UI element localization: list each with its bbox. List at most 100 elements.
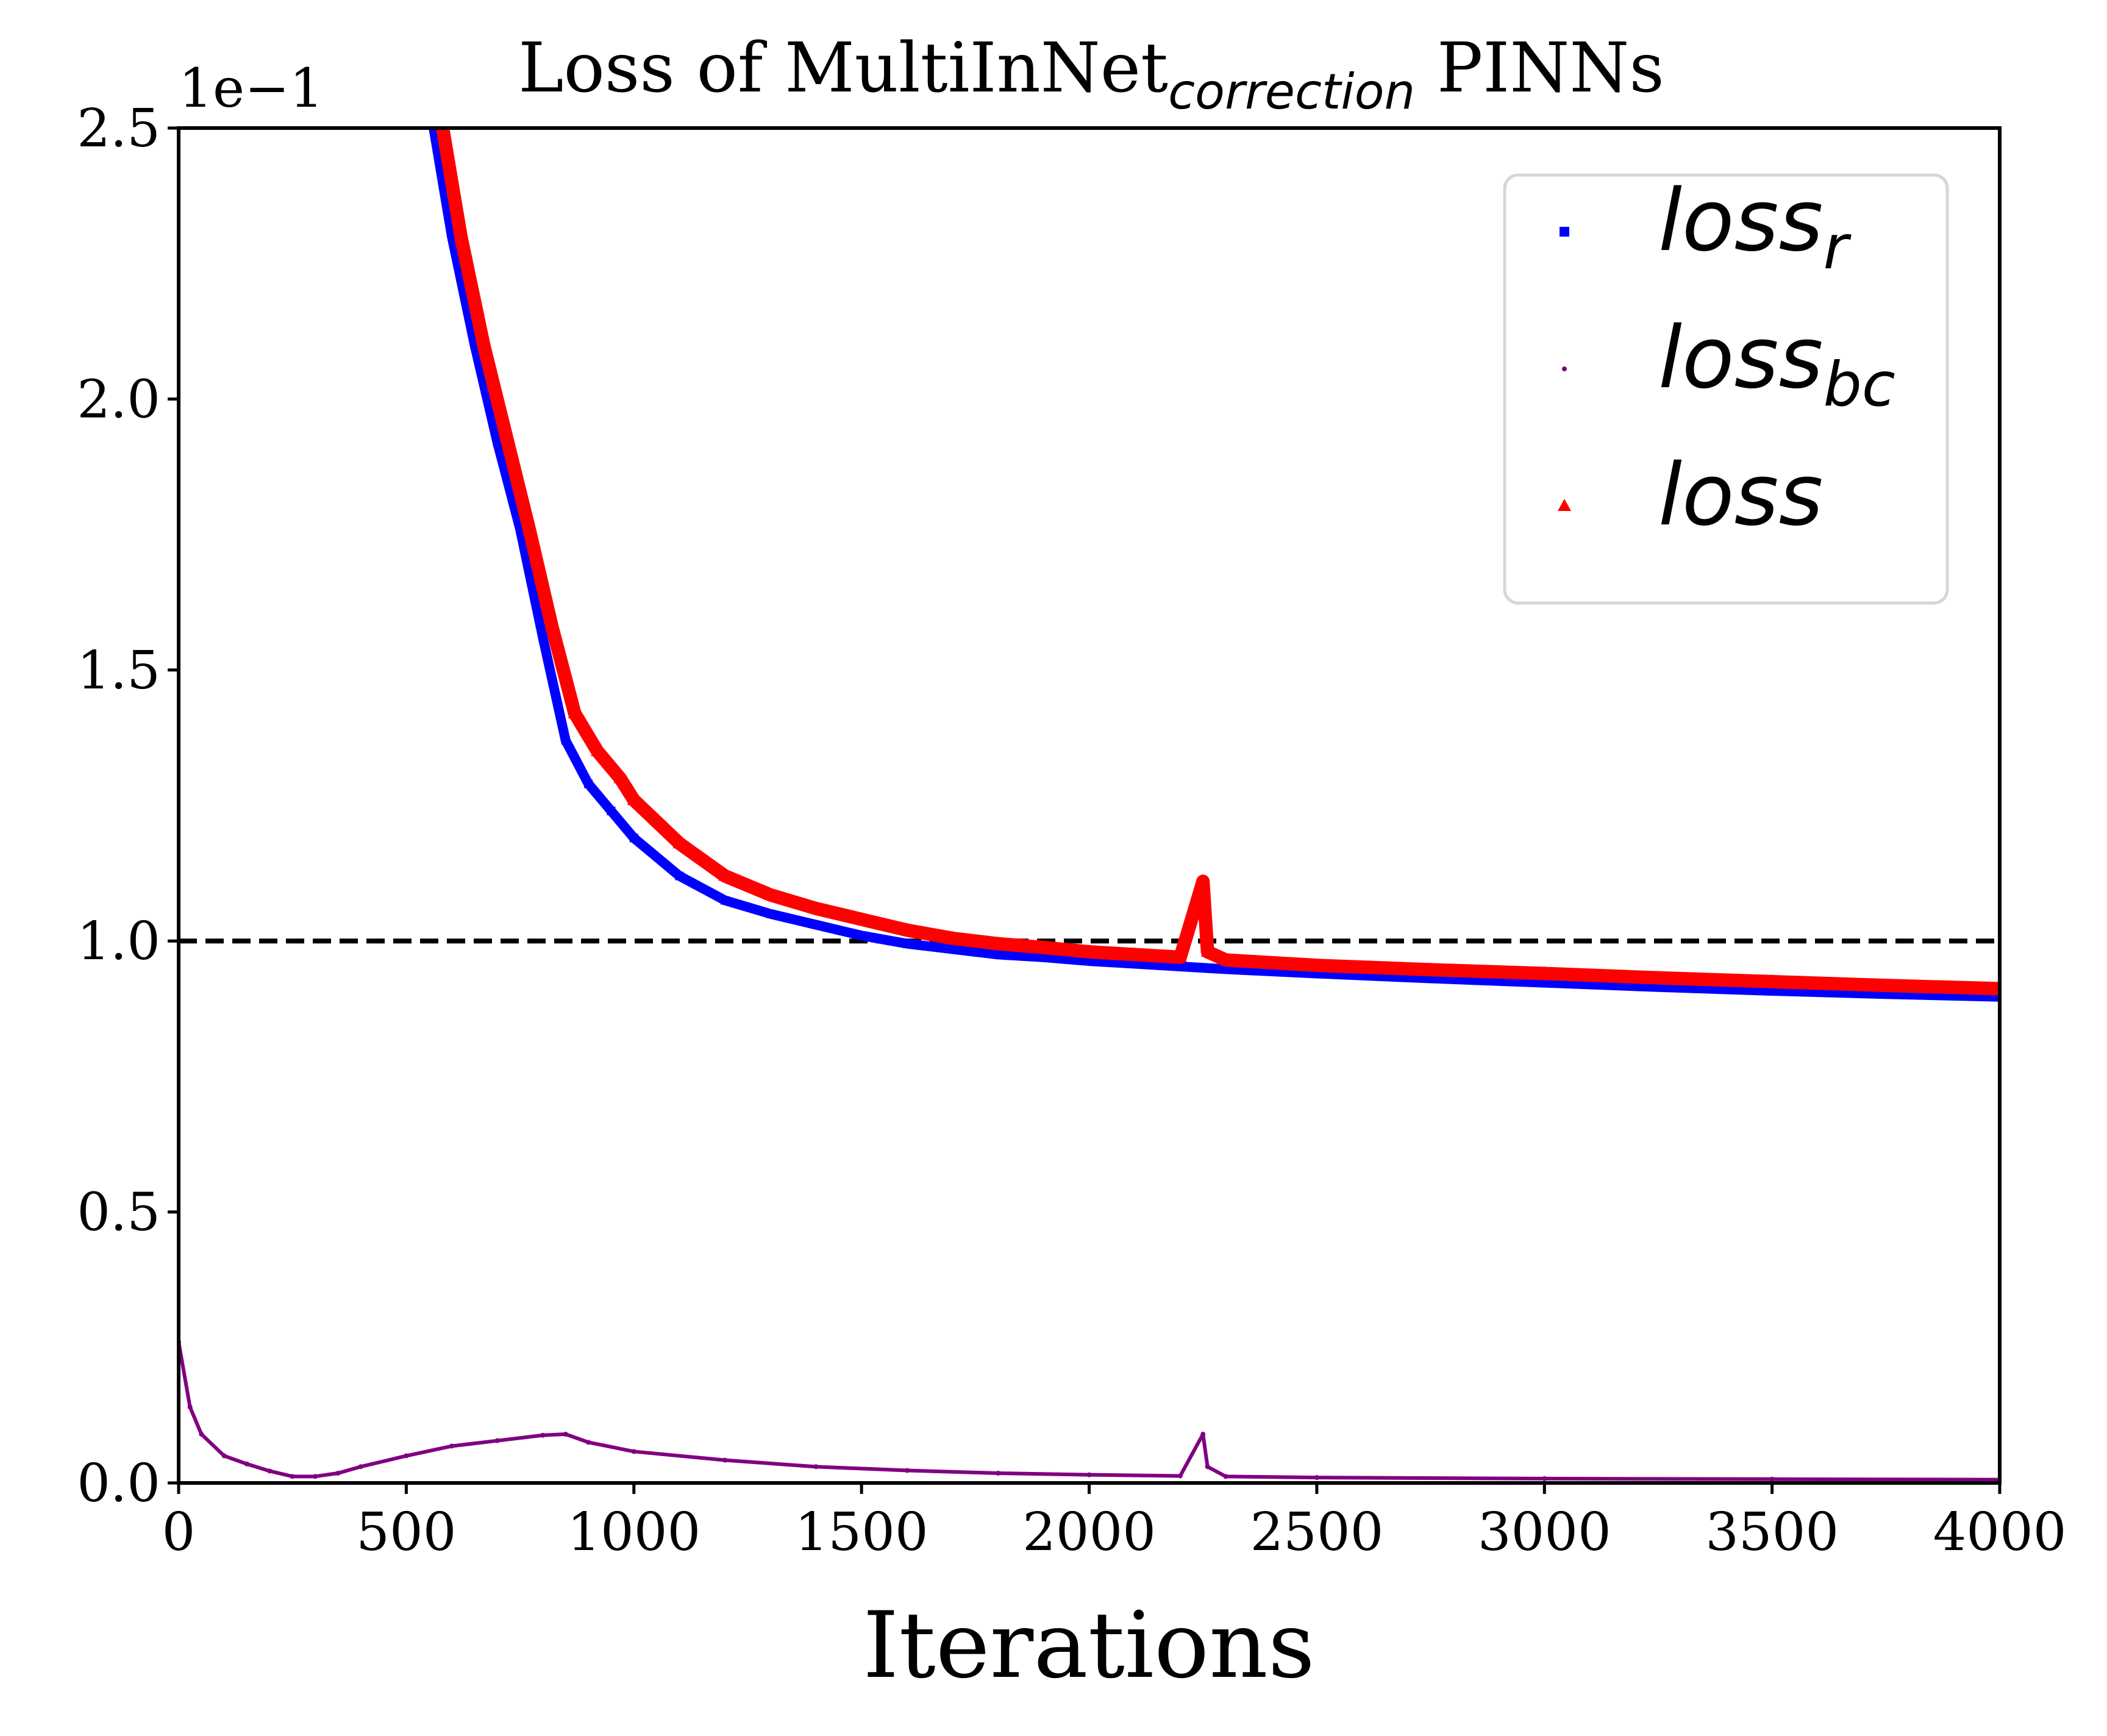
x-tick-label: 2500 [1250,1502,1383,1563]
data-point-bc [586,1440,591,1445]
data-point-bc [244,1461,250,1466]
data-point-bc [1177,1473,1183,1479]
data-point-bc [358,1464,363,1470]
data-point-bc [540,1432,546,1438]
plot-area [179,128,2000,1482]
data-point-loss [1538,966,1552,979]
legend-entry-r: lossr [1560,171,1852,283]
data-point-loss [946,931,960,943]
data-point-r [1540,978,1549,987]
data-point-bc [1542,1476,1547,1481]
data-point-loss [1765,974,1779,987]
data-point-r [1653,982,1663,991]
data-point-loss [499,429,513,442]
data-point-bc [722,1457,728,1463]
data-point-bc [290,1474,295,1479]
data-point-bc [335,1471,341,1476]
data-point-bc [1086,1472,1092,1477]
data-point-loss [1128,947,1142,960]
data-point-bc [267,1468,273,1474]
series-layer [179,128,2000,1482]
data-point-r [1085,957,1094,966]
data-point-loss [1879,978,1893,991]
legend-marker-r [1560,227,1569,237]
data-point-bc [199,1432,204,1437]
data-point-loss [900,923,914,935]
data-point-loss [763,887,777,900]
y-tick-label: 2.5 [77,98,160,159]
data-point-bc [563,1432,568,1437]
data-point-loss [522,521,536,534]
x-tick-label: 3500 [1705,1502,1839,1563]
data-point-loss [855,912,869,924]
data-point-bc [404,1453,409,1459]
x-tick-label: 3000 [1478,1502,1611,1563]
data-point-loss [1036,940,1050,952]
y-tick-label: 0.0 [77,1453,160,1514]
x-tick-label: 0 [162,1502,196,1563]
data-point-r [1767,986,1777,995]
legend-box [1503,173,1949,605]
data-point-r [493,438,502,447]
legend-label-bc: lossbc [1658,309,1895,420]
data-point-r [429,128,438,132]
data-point-bc [221,1453,227,1459]
data-point-r [1221,965,1230,974]
data-point-r [675,871,684,881]
data-point-r [766,909,775,918]
x-axis: 0 500 1000 1500 2000 2500 3000 3500 4000 [162,1483,2066,1563]
y-tick-label: 1.0 [77,911,160,972]
data-point-bc [1769,1476,1775,1482]
y-tick-label: 0.5 [77,1182,160,1243]
data-point-r [607,806,616,815]
data-point-bc [904,1468,910,1473]
data-point-r [538,633,547,642]
data-point-r [1995,992,2000,1001]
series-line-loss [436,128,2000,996]
data-point-r [1039,952,1048,962]
data-point-loss [454,229,468,241]
data-point-bc [631,1449,636,1454]
data-point-loss [591,744,605,757]
data-point-loss [1651,970,1665,983]
data-point-r [811,920,821,929]
data-point-r [902,939,911,948]
chart-title: Loss of MultiInNetcorrection PINNs [518,29,1664,120]
data-point-loss [809,901,823,913]
x-tick-label: 1000 [567,1502,701,1563]
legend-items: lossr lossbc loss [1558,171,1895,545]
data-point-loss [1310,958,1324,971]
data-point-bc [313,1474,318,1479]
data-point-loss [991,936,1005,949]
data-point-bc [1314,1475,1319,1481]
y-axis: 0.0 0.5 1.0 1.5 2.0 2.5 [77,98,179,1514]
data-point-loss [1200,944,1214,957]
x-tick-label: 500 [356,1502,456,1563]
series-loss [436,128,2000,996]
x-tick-label: 2000 [1022,1502,1156,1563]
data-point-r [857,931,866,940]
legend-label-r: lossr [1658,171,1852,283]
data-point-loss [568,705,582,718]
data-point-bc [187,1404,193,1410]
data-point-r [721,896,730,905]
data-point-loss [477,337,491,350]
series-r [429,128,2000,1002]
legend-entry-loss: loss [1558,446,1823,545]
series-bc [179,1339,2000,1482]
data-point-loss [613,771,627,784]
data-point-loss [627,793,641,805]
x-tick-label: 1500 [795,1502,929,1563]
data-point-loss [1219,952,1233,965]
data-point-loss [1424,962,1438,975]
legend-marker-bc [1562,366,1567,371]
y-tick-label: 2.0 [77,369,160,430]
data-point-r [629,834,638,843]
data-point-bc [494,1438,500,1443]
data-point-loss [1196,874,1210,887]
data-point-loss [672,836,686,849]
data-point-r [584,779,593,788]
data-point-r [1130,959,1139,968]
data-point-bc [813,1464,819,1470]
